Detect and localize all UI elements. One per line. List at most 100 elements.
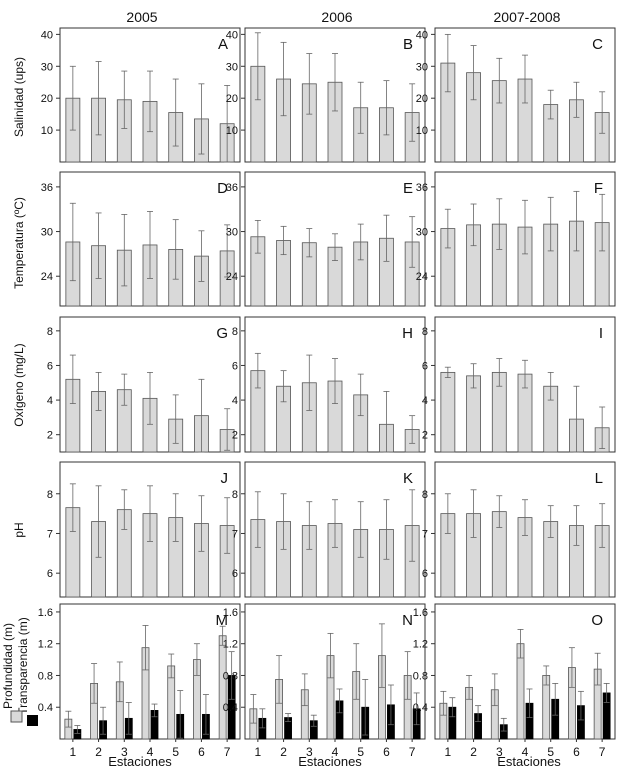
- y-tick-label: 24: [41, 271, 53, 283]
- x-tick-label: 6: [383, 745, 390, 759]
- panel-frame: [59, 603, 241, 740]
- panel-j: 6 7 8J: [47, 461, 241, 598]
- column-title-2007-2008: 2007-2008: [494, 9, 561, 25]
- y-tick-label: 30: [41, 227, 53, 239]
- y-tick-label: 30: [226, 61, 238, 73]
- legend-swatch-transparencia: [27, 715, 38, 726]
- x-tick-label: 5: [357, 745, 364, 759]
- y-tick-label: 40: [41, 29, 53, 41]
- y-tick-label: 6: [232, 360, 238, 372]
- x-tick-label: 1: [255, 745, 262, 759]
- panel-letter: B: [403, 36, 413, 53]
- x-tick-label: 7: [409, 745, 416, 759]
- y-tick-label: 8: [47, 326, 53, 338]
- panel-l: 6 7 8 L: [422, 461, 616, 598]
- y-tick-label: 0.4: [38, 702, 53, 714]
- column-titles: 2005 2006 2007-2008: [126, 9, 560, 25]
- y-tick-label: 0.8: [223, 670, 238, 682]
- x-tick-label: 5: [172, 745, 179, 759]
- ylabel-ph: pH: [12, 522, 26, 537]
- panel-letter: M: [216, 612, 229, 629]
- y-tick-label: 8: [422, 326, 428, 338]
- row-labels: Salinidad (ups) Temperatura (ºC) Oxígeno…: [1, 57, 38, 726]
- y-tick-label: 6: [422, 360, 428, 372]
- panel-letter: C: [592, 36, 603, 53]
- y-tick-label: 20: [416, 93, 428, 105]
- y-tick-label: 1.6: [413, 607, 428, 619]
- x-tick-label: 1: [70, 745, 77, 759]
- x-tick-label: 2: [95, 745, 102, 759]
- x-tick-label: 7: [224, 745, 231, 759]
- legend-swatch-profundidad: [10, 710, 23, 723]
- panel-letter: I: [599, 325, 603, 342]
- x-tick-label: 4: [332, 745, 339, 759]
- x-tick-label: 7: [599, 745, 606, 759]
- y-tick-label: 20: [226, 93, 238, 105]
- panel-i: 2 4 6 8 I: [422, 316, 616, 453]
- y-tick-label: 1.2: [38, 639, 53, 651]
- y-tick-label: 36: [226, 182, 238, 194]
- ylabel-profundidad: Profundidad (m): [1, 623, 15, 709]
- x-tick-label: 4: [147, 745, 154, 759]
- panel-letter: F: [594, 180, 603, 197]
- y-tick-label: 36: [41, 182, 53, 194]
- y-tick-label: 8: [422, 489, 428, 501]
- panel-letter: G: [216, 325, 228, 342]
- y-tick-label: 30: [41, 61, 53, 73]
- panel-letter: L: [595, 470, 603, 487]
- y-tick-label: 1.6: [38, 607, 53, 619]
- y-tick-label: 6: [422, 568, 428, 580]
- y-tick-label: 7: [47, 528, 53, 540]
- y-tick-label: 0.8: [38, 670, 53, 682]
- y-tick-label: 4: [232, 395, 238, 407]
- bar: [440, 371, 456, 453]
- x-tick-label: 2: [470, 745, 477, 759]
- y-tick-label: 24: [416, 271, 428, 283]
- x-title-2007-2008: Estaciones: [497, 754, 561, 769]
- y-tick-label: 30: [416, 227, 428, 239]
- y-tick-label: 10: [416, 125, 428, 137]
- y-tick-label: 4: [47, 395, 53, 407]
- panel-m: 0.40.81.21.6 M1 2 3 4 5 6 7: [38, 603, 241, 759]
- y-tick-label: 1.2: [223, 639, 238, 651]
- panel-letter: H: [402, 325, 413, 342]
- x-tick-label: 5: [547, 745, 554, 759]
- y-tick-label: 0.4: [223, 702, 238, 714]
- x-axis-titles: Estaciones Estaciones Estaciones: [108, 754, 561, 769]
- y-tick-label: 6: [232, 568, 238, 580]
- x-tick-label: 4: [522, 745, 529, 759]
- ylabel-oxigeno: Oxígeno (mg/L): [12, 343, 26, 426]
- y-tick-label: 8: [232, 326, 238, 338]
- y-tick-label: 40: [416, 29, 428, 41]
- column-title-2005: 2005: [126, 9, 157, 25]
- y-tick-label: 2: [232, 430, 238, 442]
- x-tick-label: 6: [573, 745, 580, 759]
- x-title-2006: Estaciones: [298, 754, 362, 769]
- y-tick-label: 30: [226, 227, 238, 239]
- y-tick-label: 40: [226, 29, 238, 41]
- panel-letter: J: [221, 470, 229, 487]
- panel-n: 0.40.81.21.6 N1 2 3 4 5 6 7: [223, 603, 426, 759]
- panel-letter: K: [403, 470, 413, 487]
- y-tick-label: 7: [422, 528, 428, 540]
- y-tick-label: 1.6: [223, 607, 238, 619]
- panel-letter: O: [591, 612, 603, 629]
- y-tick-label: 6: [47, 360, 53, 372]
- x-tick-label: 3: [121, 745, 128, 759]
- panel-f: 24 30 36 F: [416, 171, 616, 307]
- x-tick-label: 1: [445, 745, 452, 759]
- panel-c: 10 20 30 40 C: [416, 27, 616, 163]
- panel-o: 0.4 0.8 1.2 1.6 O 1 2 3 4 5 6 7: [413, 603, 616, 759]
- y-tick-label: 8: [232, 489, 238, 501]
- x-tick-label: 3: [306, 745, 313, 759]
- y-tick-label: 0.4: [413, 702, 428, 714]
- x-title-2005: Estaciones: [108, 754, 172, 769]
- y-tick-label: 2: [47, 430, 53, 442]
